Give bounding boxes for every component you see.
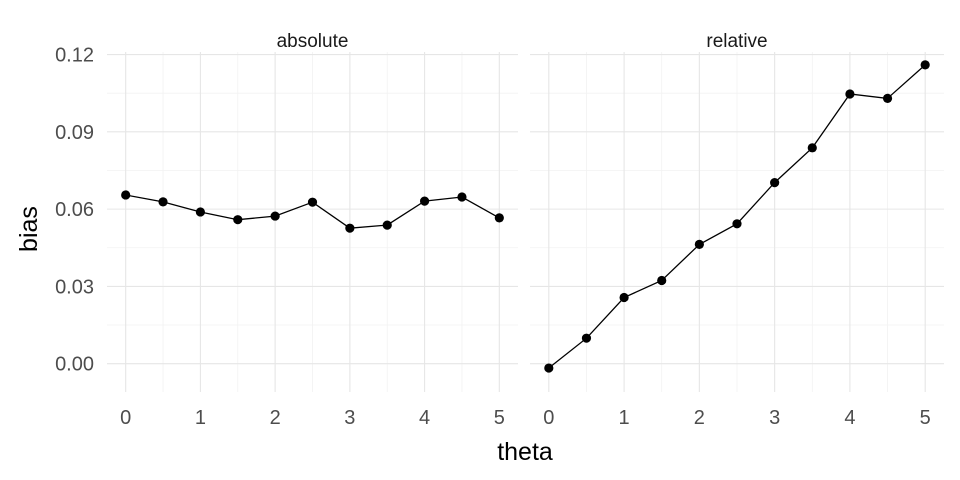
data-point-absolute: [195, 207, 206, 217]
x-tick-label: 2: [270, 407, 281, 429]
x-tick-label: 5: [494, 407, 505, 429]
y-axis-title: bias: [15, 206, 43, 252]
data-point-relative: [694, 239, 704, 250]
data-point-absolute: [382, 220, 392, 230]
x-tick-label: 4: [419, 407, 430, 429]
y-tick-label: 0.00: [55, 354, 94, 376]
data-point-absolute: [345, 223, 355, 233]
x-tick-label: 1: [195, 407, 206, 429]
data-point-relative: [920, 60, 930, 70]
data-point-relative: [544, 363, 554, 373]
x-tick-label: 3: [769, 407, 780, 429]
data-point-relative: [657, 275, 667, 286]
data-point-relative: [770, 177, 780, 188]
x-tick-label: 1: [619, 407, 630, 429]
data-point-absolute: [494, 213, 504, 223]
data-point-absolute: [457, 192, 467, 202]
x-tick-label: 2: [694, 407, 705, 429]
data-point-relative: [845, 89, 855, 99]
data-point-relative: [732, 219, 742, 229]
x-tick-label: 0: [543, 407, 554, 429]
y-tick-label: 0.03: [55, 276, 94, 298]
panel-title-absolute: absolute: [277, 31, 349, 52]
data-point-absolute: [307, 197, 318, 207]
data-point-relative: [581, 333, 592, 343]
data-point-absolute: [419, 196, 430, 206]
x-tick-label: 5: [920, 407, 931, 429]
data-point-absolute: [233, 215, 243, 225]
y-tick-label: 0.12: [55, 45, 94, 67]
x-tick-label: 0: [120, 407, 131, 429]
x-tick-label: 3: [344, 407, 355, 429]
panel-title-relative: relative: [706, 31, 767, 52]
y-tick-label: 0.06: [55, 199, 94, 221]
data-point-absolute: [121, 190, 131, 200]
x-tick-label: 4: [844, 407, 855, 429]
data-point-relative: [619, 292, 629, 303]
x-axis-title: theta: [497, 438, 553, 466]
data-point-relative: [882, 93, 893, 103]
data-point-relative: [807, 143, 817, 153]
y-tick-label: 0.09: [55, 122, 94, 144]
data-point-absolute: [158, 197, 168, 207]
data-point-absolute: [270, 211, 280, 221]
